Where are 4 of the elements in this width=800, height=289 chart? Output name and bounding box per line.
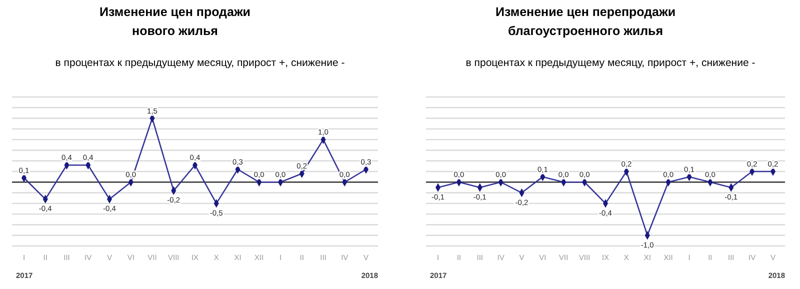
chart-title: Изменение цен продажи нового жилья xyxy=(100,5,250,38)
chart-subtitle: в процентах к предыдущему месяцу, прирост +, снижение - xyxy=(55,57,346,69)
chart-subtitle: в процентах к предыдущему месяцу, прирост +, снижение - xyxy=(466,57,756,69)
chart-title: Изменение цен перепродажи благоустроенного жилья xyxy=(495,5,676,38)
